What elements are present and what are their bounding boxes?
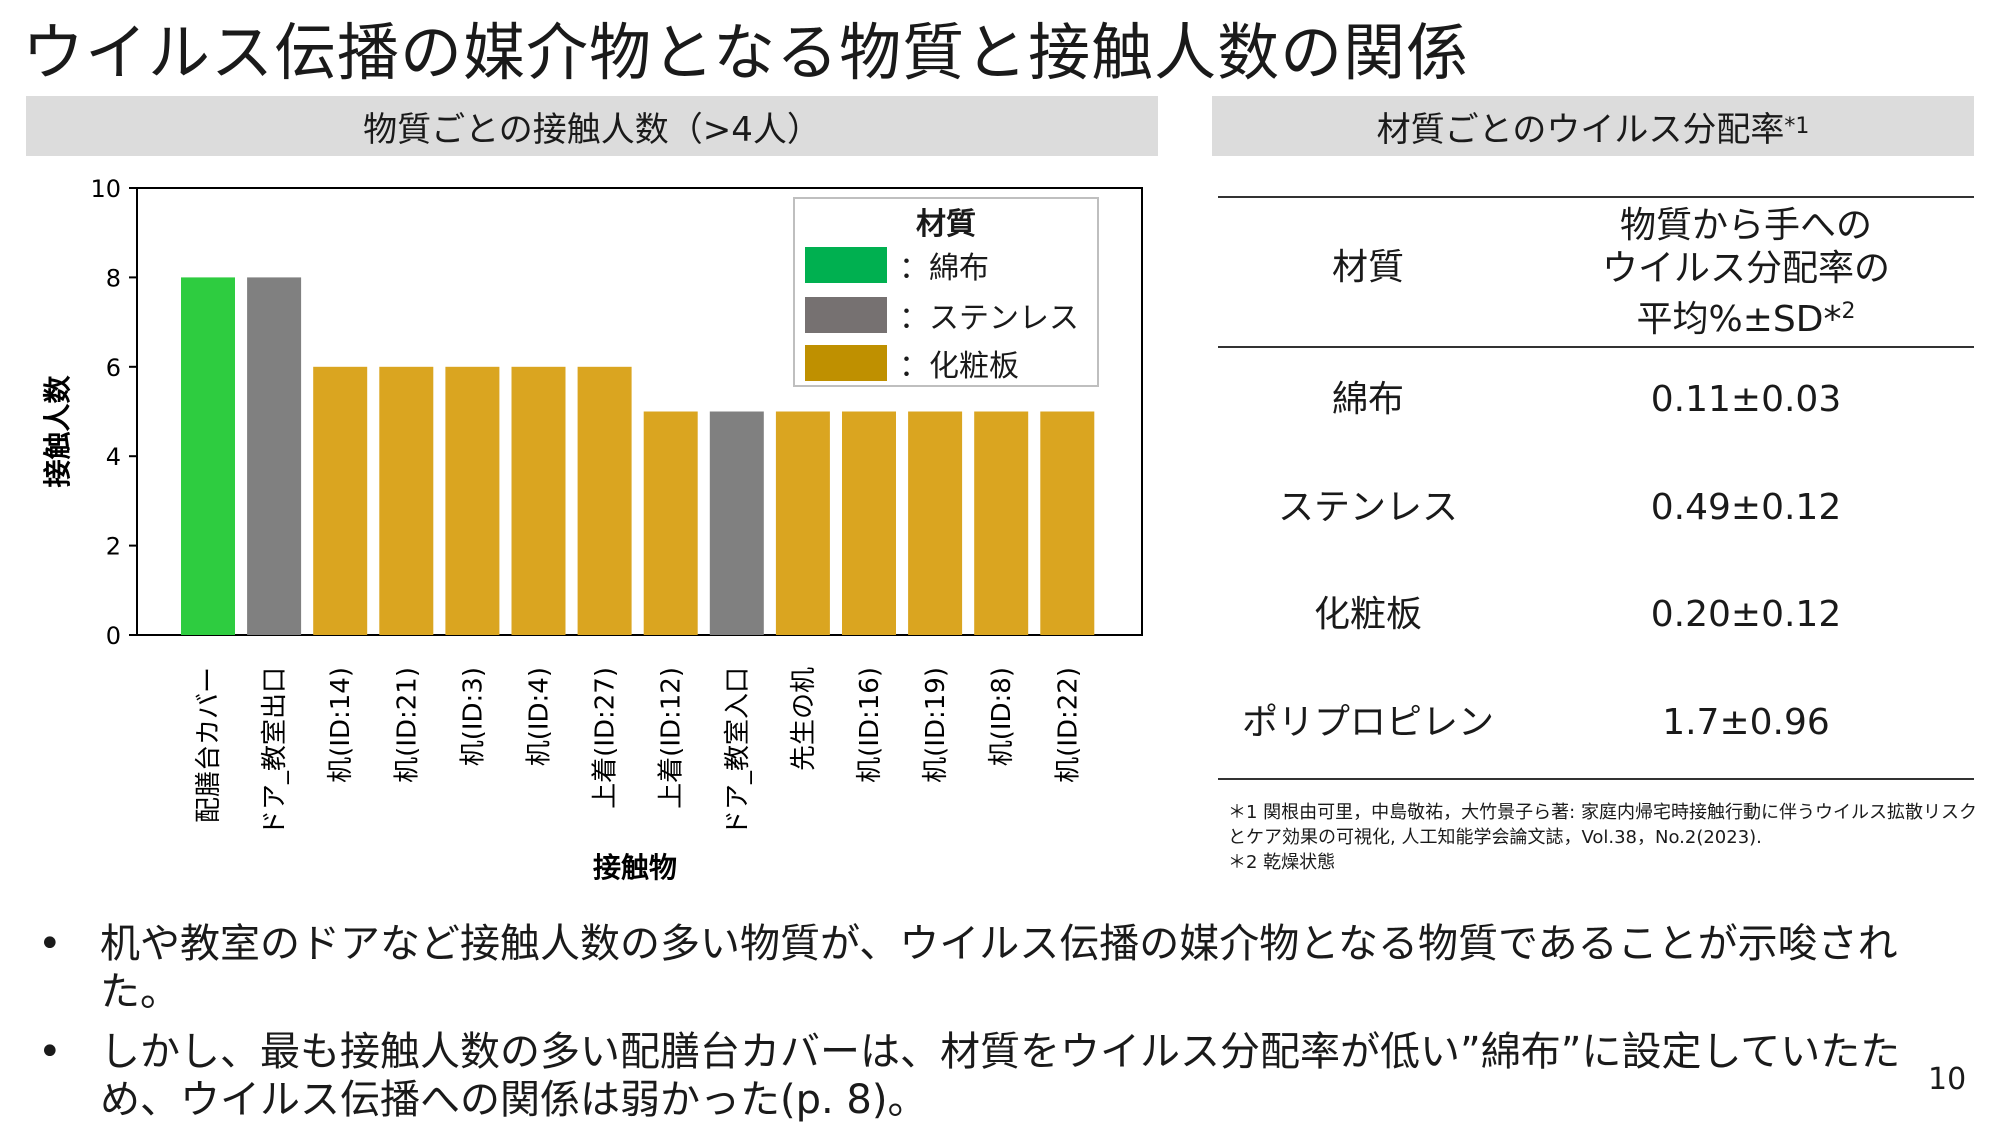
table-row-material: 綿布: [1331, 379, 1404, 420]
legend-swatch-laminate: [805, 345, 887, 381]
x-tick-label: 机(ID:3): [458, 667, 488, 766]
x-tick-label: ドア_教室出口: [260, 667, 290, 836]
summary-bullet: 机や教室のドアなど接触人数の多い物質が、ウイルス伝播の媒介物となる物質であること…: [38, 920, 1940, 1016]
bar: [842, 411, 896, 635]
table-row-value: 0.49±0.12: [1650, 487, 1842, 528]
table-header-rule: [1218, 346, 1974, 348]
summary-bullet: しかし、最も接触人数の多い配膳台カバーは、材質をウイルス分配率が低い”綿布”に設…: [38, 1028, 1940, 1124]
table-header-rate-line1: 物質から手への: [1619, 205, 1872, 246]
bar: [247, 277, 302, 635]
x-tick-label: 配膳台カバー: [194, 667, 224, 823]
legend-item-laminate: ：化粧板: [805, 343, 1019, 384]
bar: [1040, 411, 1095, 635]
bar: [445, 366, 500, 635]
footnote-reference: ＊1 関根由可里，中島敬祐，大竹景子ら著: 家庭内帰宅時接触行動に伴うウイルス拡…: [1228, 802, 1977, 848]
contact-count-bar-chart: 0 2 4 6 8 10 配膳台カバー ドア_教室出口 机(ID:14) 机(ID:21) 机(ID…: [41, 175, 1143, 884]
x-tick-label: 上着(ID:27): [591, 667, 621, 809]
table-header-footnote-mark: 2: [1841, 299, 1856, 324]
summary-bullets: 机や教室のドアなど接触人数の多い物質が、ウイルス伝播の媒介物となる物質であること…: [38, 920, 1938, 1136]
table-panel-header-footnote-mark: *1: [1784, 113, 1810, 139]
x-axis-label: 接触物: [593, 851, 677, 884]
bar: [974, 411, 1029, 635]
legend-label-laminate: ：化粧板: [899, 349, 1019, 384]
table-panel-header-text: 材質ごとのウイルス分配率: [1376, 109, 1785, 150]
y-tick-label: 10: [90, 175, 121, 203]
table-row-value: 1.7±0.96: [1662, 702, 1830, 743]
table-panel-header: 材質ごとのウイルス分配率 *1: [1212, 96, 1974, 156]
bar: [181, 277, 235, 635]
y-tick-label: 4: [106, 443, 121, 471]
legend-item-cotton: ：綿布: [805, 245, 989, 286]
chart-legend: 材質 ：綿布 ：ステンレス ：化粧板: [793, 197, 1099, 387]
y-tick-label: 6: [106, 354, 121, 382]
bar: [643, 411, 698, 635]
bar: [577, 366, 632, 635]
table-header-rate-line3: 平均%±SD*2: [1518, 290, 1974, 341]
bar: [379, 366, 434, 635]
table-header-rate-line3-text: 平均%±SD*: [1636, 299, 1842, 340]
x-tick-label: 机(ID:8): [987, 667, 1017, 766]
legend-label-cotton: ：綿布: [899, 251, 989, 286]
page-number: 10: [1928, 1062, 1967, 1097]
bar: [908, 411, 963, 635]
x-tick-label: 机(ID:4): [525, 667, 555, 766]
table-row-material: ポリプロピレン: [1241, 702, 1494, 743]
y-tick-label: 0: [106, 622, 121, 650]
bar: [709, 411, 764, 635]
bar: [511, 366, 566, 635]
table-header-material: 材質: [1331, 247, 1404, 288]
legend-swatch-cotton: [805, 247, 887, 283]
chart-panel-header: 物質ごとの接触人数（>4人）: [26, 96, 1158, 156]
table-row-material: ステンレス: [1277, 487, 1458, 528]
legend-item-stainless: ：ステンレス: [805, 295, 1079, 336]
x-tick-label: 机(ID:19): [921, 667, 951, 783]
x-tick-label: 上着(ID:12): [657, 667, 687, 809]
table-bottom-rule: [1218, 778, 1974, 780]
bar: [775, 411, 830, 635]
x-tick-label: 机(ID:16): [855, 667, 885, 783]
x-tick-label: 机(ID:14): [326, 667, 356, 783]
legend-title: 材質: [916, 207, 976, 242]
table-row-material: 化粧板: [1313, 594, 1422, 635]
legend-label-stainless: ：ステンレス: [899, 301, 1079, 336]
y-tick-label: 2: [106, 533, 121, 561]
bar: [313, 366, 368, 635]
legend-swatch-stainless: [805, 297, 887, 333]
table-header-rate-line2: ウイルス分配率の: [1601, 248, 1890, 289]
plot-frame: [136, 187, 1143, 636]
x-tick-label: ドア_教室入口: [723, 667, 753, 836]
slide-title: ウイルス伝播の媒介物となる物質と接触人数の関係: [22, 16, 1470, 89]
y-axis-label: 接触人数: [41, 375, 74, 488]
footnotes: ＊1 関根由可里，中島敬祐，大竹景子ら著: 家庭内帰宅時接触行動に伴うウイルス拡…: [1228, 800, 1988, 875]
x-tick-label: 机(ID:22): [1053, 667, 1083, 783]
table-row-value: 0.20±0.12: [1650, 594, 1842, 635]
x-tick-label: 机(ID:21): [392, 667, 422, 783]
y-tick-label: 8: [106, 264, 121, 292]
footnote-dry-state: ＊2 乾燥状態: [1228, 852, 1336, 873]
x-tick-label: 先生の机: [789, 667, 819, 771]
table-row-value: 0.11±0.03: [1650, 379, 1842, 420]
table-top-rule: [1218, 196, 1974, 198]
